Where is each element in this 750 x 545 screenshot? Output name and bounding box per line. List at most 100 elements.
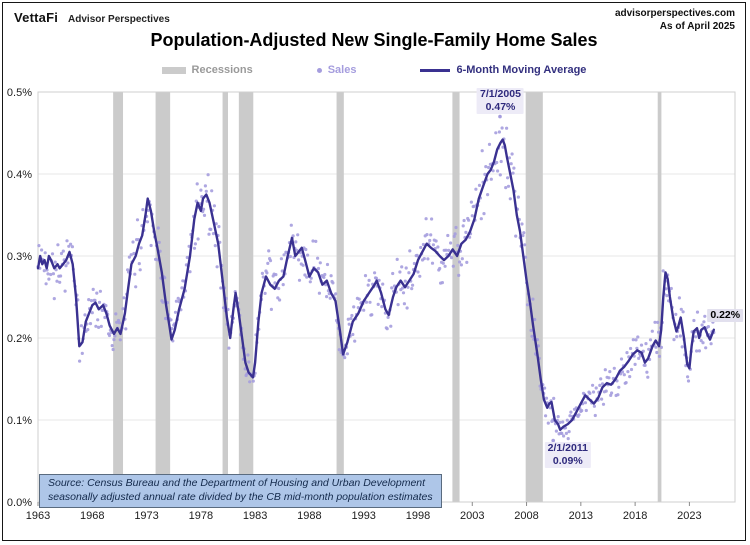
sales-dot (701, 341, 705, 345)
sales-dot (580, 409, 584, 413)
sales-dot (295, 248, 299, 252)
sales-dot (626, 370, 630, 374)
sales-dot (306, 253, 310, 257)
sales-dot (645, 370, 649, 374)
x-axis-label: 1968 (80, 510, 104, 522)
sales-dot (622, 373, 626, 377)
sales-dot (511, 171, 515, 175)
y-axis-label: 0.4% (7, 169, 32, 181)
sales-dot (406, 285, 410, 289)
sales-dot (213, 244, 217, 248)
sales-dot (291, 234, 295, 238)
sales-dot (647, 347, 651, 351)
header-right-block: advisorperspectives.com As of April 2025 (615, 8, 735, 33)
sales-dot (390, 286, 394, 290)
sales-dot (491, 169, 495, 173)
sales-dot (629, 367, 634, 372)
sales-dot (353, 339, 357, 343)
sales-dot (465, 260, 469, 264)
sales-dot (523, 243, 527, 247)
sales-dot (87, 298, 91, 302)
sales-dot (653, 320, 657, 324)
sales-dot (86, 328, 90, 332)
sales-dot (281, 283, 285, 287)
sales-dot (43, 251, 47, 255)
sales-dot (122, 296, 126, 300)
sales-dot (368, 300, 372, 304)
recession-band (113, 92, 124, 502)
x-axis-label: 2008 (514, 510, 538, 522)
sales-dot (469, 200, 473, 204)
sales-dot (497, 130, 501, 134)
sales-dot (98, 289, 102, 293)
sales-dot (269, 307, 273, 311)
sales-dot (430, 217, 434, 221)
sales-dot (599, 377, 603, 381)
sales-dot (133, 272, 137, 276)
sales-dot (398, 270, 402, 274)
sales-dot (94, 324, 98, 328)
sales-dot (367, 278, 371, 282)
sales-dot (93, 298, 97, 302)
sales-dot (346, 317, 350, 321)
recession-band (452, 92, 460, 502)
sales-dot (569, 410, 573, 414)
sales-dot (592, 404, 597, 408)
sales-dot (657, 354, 662, 358)
sales-dot (483, 172, 487, 176)
sales-dot (418, 274, 422, 278)
sales-dot (672, 338, 676, 342)
sales-dot (678, 334, 683, 338)
y-axis-label: 0.3% (7, 251, 32, 263)
sales-dot (467, 218, 471, 222)
sales-dot (362, 308, 366, 312)
sales-dot (584, 408, 588, 413)
sales-dot (227, 346, 231, 350)
sales-dot (347, 322, 351, 326)
sales-dot (180, 286, 184, 290)
sales-dot (356, 306, 360, 310)
sales-dot (430, 261, 435, 265)
sales-dot (659, 345, 664, 349)
sales-dot (278, 298, 282, 302)
sales-dot (495, 160, 499, 165)
sales-dot (403, 279, 407, 283)
sales-dot (349, 316, 353, 321)
x-axis-label: 1988 (297, 510, 321, 522)
sales-dot (468, 235, 472, 239)
sales-dot (625, 351, 629, 355)
sales-dot (37, 244, 41, 248)
sales-dot (677, 296, 682, 300)
sales-dot (428, 238, 432, 243)
sales-dot (543, 386, 547, 390)
sales-dot (422, 257, 426, 261)
sales-dot (617, 385, 621, 389)
sales-dot (531, 297, 535, 301)
sales-dot (309, 276, 313, 280)
sales-dot (328, 296, 332, 300)
sales-dot (289, 223, 293, 227)
sales-dot (334, 292, 338, 296)
sales-dot (127, 255, 131, 259)
sales-dot (352, 305, 356, 309)
sales-dot (567, 430, 571, 434)
sales-dot (317, 291, 321, 295)
sales-dot (697, 349, 702, 353)
x-axis-label: 2023 (677, 510, 701, 522)
sales-dot (78, 359, 82, 363)
sales-dot (209, 227, 213, 231)
sales-dot (514, 234, 518, 238)
sales-dot (482, 212, 486, 216)
sales-dot (552, 396, 556, 400)
sales-dot (600, 397, 604, 401)
sales-dot (211, 232, 216, 236)
sales-dot (591, 383, 595, 387)
sales-dot (692, 318, 696, 323)
sales-dot (156, 226, 160, 230)
sales-dot (279, 257, 283, 261)
sales-dot (273, 281, 277, 285)
sales-dot (301, 263, 305, 267)
sales-dot (521, 234, 525, 238)
sales-dot (80, 351, 84, 355)
sales-dot (593, 413, 597, 418)
